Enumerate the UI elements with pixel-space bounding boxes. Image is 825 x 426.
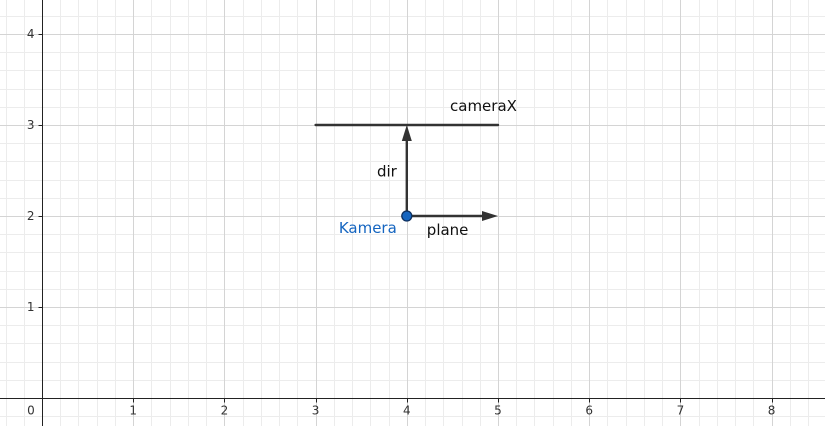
y-tick-label: 2 bbox=[27, 209, 35, 223]
x-tick-label: 2 bbox=[221, 404, 229, 418]
x-tick-label: 0 bbox=[27, 404, 35, 418]
vector-label-plane: plane bbox=[427, 221, 469, 239]
x-tick-label: 1 bbox=[129, 404, 137, 418]
point-kamera[interactable] bbox=[401, 210, 413, 222]
x-tick-label: 4 bbox=[403, 404, 411, 418]
tick-labels: 0 1 2 3 4 5 6 7 8 1 2 3 4 bbox=[27, 27, 776, 418]
y-tick-label: 1 bbox=[27, 300, 35, 314]
x-tick-label: 6 bbox=[585, 404, 593, 418]
y-tick-label: 3 bbox=[27, 118, 35, 132]
vector-label-dir: dir bbox=[377, 163, 398, 181]
x-tick-label: 3 bbox=[312, 404, 320, 418]
x-tick-label: 7 bbox=[677, 404, 685, 418]
vector-arrowhead-plane bbox=[482, 211, 498, 221]
point-label-kamera: Kamera bbox=[339, 219, 397, 237]
segment-label-cameraX: cameraX bbox=[450, 97, 517, 115]
y-tick-label: 4 bbox=[27, 27, 35, 41]
vector-arrowhead-dir bbox=[401, 125, 412, 141]
x-tick-label: 8 bbox=[768, 404, 776, 418]
x-tick-label: 5 bbox=[494, 404, 502, 418]
geometry-objects[interactable]: cameraX dir plane Kamera bbox=[314, 97, 517, 239]
